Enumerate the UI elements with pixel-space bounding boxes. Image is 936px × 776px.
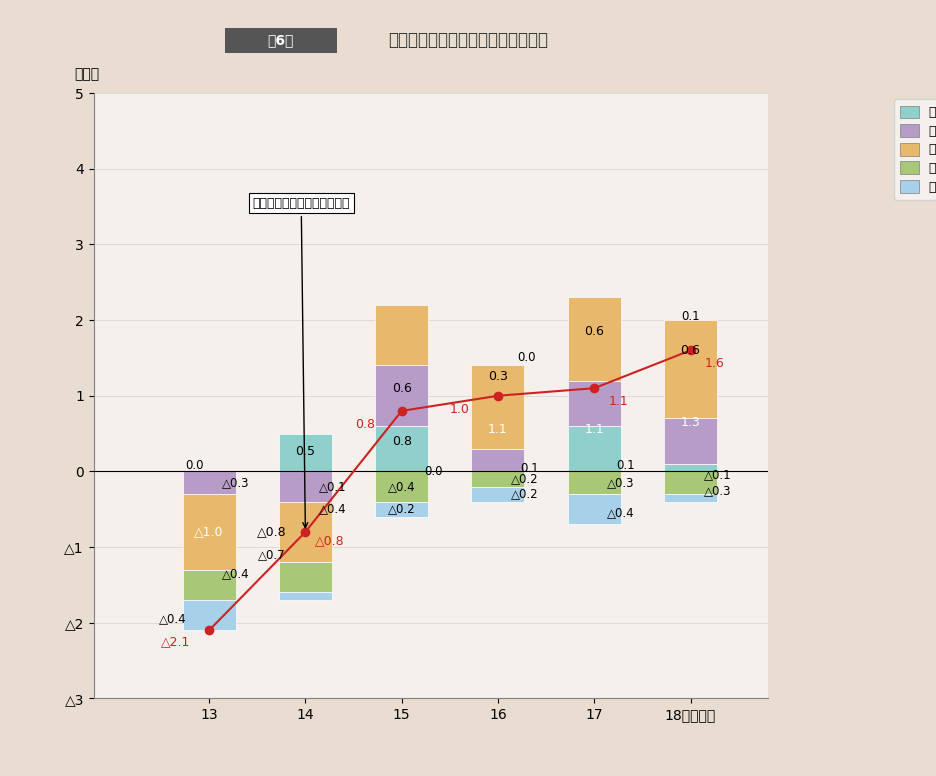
Text: △0.3: △0.3: [704, 483, 731, 497]
Y-axis label: （％）: （％）: [74, 67, 99, 81]
Text: 国内総支出の増加率に対する寄与度: 国内総支出の増加率に対する寄与度: [388, 31, 548, 49]
Text: △0.3: △0.3: [223, 476, 250, 490]
Text: 第6図: 第6図: [268, 33, 294, 47]
Text: △2.1: △2.1: [161, 635, 190, 648]
Bar: [279, 563, 332, 593]
Text: △0.4: △0.4: [318, 503, 346, 516]
Text: △0.1: △0.1: [704, 469, 731, 482]
Bar: [279, 593, 332, 600]
Text: 1.6: 1.6: [705, 358, 724, 370]
Text: △0.4: △0.4: [607, 507, 635, 520]
Text: 1.3: 1.3: [680, 416, 700, 429]
Text: △0.4: △0.4: [222, 567, 250, 580]
Text: 0.3: 0.3: [488, 370, 508, 383]
Text: △0.2: △0.2: [388, 503, 416, 516]
Text: △0.8: △0.8: [314, 535, 344, 548]
Text: 0.0: 0.0: [518, 352, 536, 365]
Bar: [472, 365, 524, 449]
Text: △0.2: △0.2: [511, 487, 539, 501]
Bar: [664, 472, 717, 494]
Bar: [375, 426, 428, 472]
Bar: [183, 472, 236, 494]
Text: 0.5: 0.5: [296, 445, 315, 459]
Bar: [664, 464, 717, 472]
Text: △0.7: △0.7: [258, 548, 285, 561]
Bar: [375, 305, 428, 365]
Legend: 財貨・サービスの純輸出, 家計部門, 企業部門, 地方政府, 中央政府: 財貨・サービスの純輸出, 家計部門, 企業部門, 地方政府, 中央政府: [894, 99, 936, 200]
Text: △1.0: △1.0: [195, 525, 224, 539]
Bar: [568, 494, 621, 525]
Bar: [375, 365, 428, 426]
Bar: [183, 494, 236, 570]
Bar: [568, 426, 621, 472]
Text: 1.1: 1.1: [584, 423, 604, 436]
Text: 0.8: 0.8: [391, 435, 412, 448]
Text: 0.1: 0.1: [617, 459, 636, 472]
Bar: [375, 502, 428, 517]
Bar: [183, 570, 236, 600]
Text: 0.1: 0.1: [520, 462, 539, 475]
Bar: [472, 472, 524, 487]
Bar: [279, 472, 332, 502]
Bar: [472, 449, 524, 472]
Bar: [183, 600, 236, 630]
Bar: [279, 502, 332, 563]
Bar: [375, 472, 428, 502]
Text: 0.0: 0.0: [424, 465, 443, 478]
Text: 国内総支出（名目）の伸び率: 国内総支出（名目）の伸び率: [253, 196, 350, 528]
Bar: [664, 320, 717, 418]
Text: △0.4: △0.4: [159, 612, 186, 625]
Bar: [664, 418, 717, 464]
Text: 1.0: 1.0: [449, 403, 469, 416]
Bar: [568, 380, 621, 426]
Text: 0.6: 0.6: [680, 344, 700, 357]
Text: 1.1: 1.1: [488, 423, 508, 436]
Text: △0.4: △0.4: [388, 480, 416, 493]
Text: 0.0: 0.0: [185, 459, 204, 472]
Text: 0.8: 0.8: [355, 418, 375, 431]
Text: 0.6: 0.6: [392, 382, 412, 395]
Text: △0.2: △0.2: [511, 473, 539, 486]
Bar: [472, 487, 524, 502]
Bar: [279, 434, 332, 472]
Bar: [568, 472, 621, 494]
Bar: [664, 494, 717, 501]
Text: △0.3: △0.3: [607, 476, 635, 490]
Text: 0.1: 0.1: [681, 310, 700, 323]
Text: △0.8: △0.8: [256, 525, 286, 539]
Text: △0.1: △0.1: [318, 480, 346, 493]
Text: 1.1: 1.1: [608, 395, 628, 408]
Bar: [568, 297, 621, 381]
Text: 0.6: 0.6: [584, 325, 604, 338]
